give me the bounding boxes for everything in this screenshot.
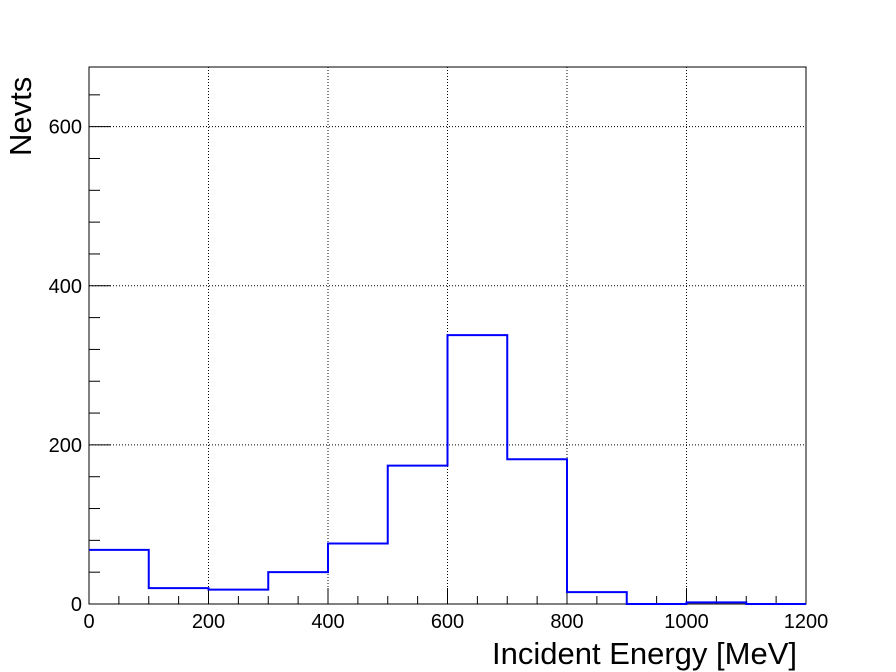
x-tick-label: 600 xyxy=(431,611,464,633)
histogram-bin xyxy=(388,466,448,604)
y-tick-label: 200 xyxy=(49,435,82,457)
y-tick-label: 0 xyxy=(71,594,82,616)
x-tick-label: 400 xyxy=(311,611,344,633)
histogram-outline xyxy=(89,334,806,605)
x-tick-label: 800 xyxy=(550,611,583,633)
y-tick-label: 600 xyxy=(49,117,82,139)
tick-labels: 0 200 400 600 800 1000 1200 0 200 400 600 xyxy=(49,117,829,633)
histogram-series xyxy=(89,334,806,605)
histogram-bin xyxy=(328,544,388,604)
y-axis-title: Nevts xyxy=(3,77,38,156)
histogram-bin xyxy=(89,550,149,604)
histogram-bin xyxy=(507,459,567,604)
x-axis-title: Incident Energy [MeV] xyxy=(492,636,797,671)
x-tick-label: 1000 xyxy=(664,611,709,633)
histogram-bin xyxy=(448,335,508,604)
x-tick-label: 0 xyxy=(83,611,94,633)
x-tick-label: 200 xyxy=(192,611,225,633)
x-tick-label: 1200 xyxy=(784,611,829,633)
y-tick-label: 400 xyxy=(49,276,82,298)
